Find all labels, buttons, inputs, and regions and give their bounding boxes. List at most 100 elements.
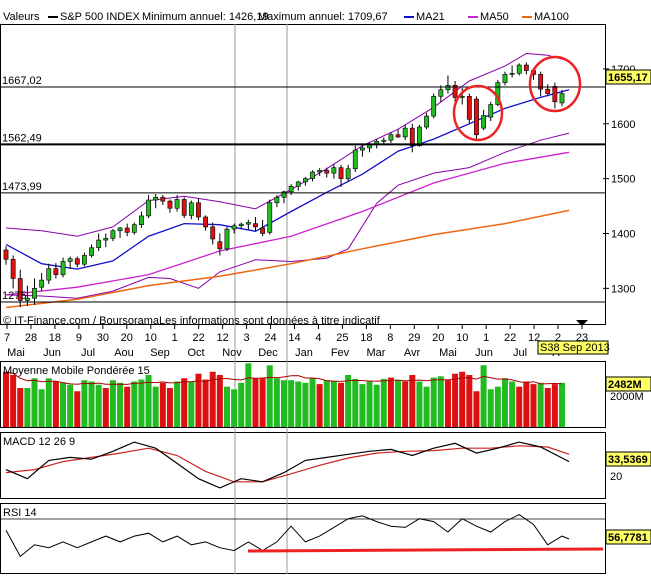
svg-text:S38 Sep 2013: S38 Sep 2013 xyxy=(540,342,610,354)
volume-bar xyxy=(544,388,551,427)
volume-bar xyxy=(409,375,416,427)
volume-bar xyxy=(452,373,459,427)
candle xyxy=(360,145,365,157)
scroll-down-icon[interactable] xyxy=(576,320,588,326)
candle xyxy=(124,223,130,237)
volume-wma-line xyxy=(5,371,563,385)
candle xyxy=(203,215,208,231)
volume-bar xyxy=(430,377,437,427)
candle xyxy=(153,193,159,209)
volume-bar xyxy=(402,381,409,427)
candle xyxy=(523,62,529,75)
volume-bar xyxy=(459,371,466,427)
candle xyxy=(417,124,422,147)
macd-line xyxy=(5,441,570,489)
candle xyxy=(238,222,244,230)
y-tick-label: 1600 xyxy=(611,119,635,131)
volume-bar xyxy=(95,384,102,427)
price-y-axis: 13001400150016001700 xyxy=(603,64,635,295)
macd-panel-frame xyxy=(0,432,606,499)
volume-panel-frame xyxy=(0,361,606,428)
candle xyxy=(167,199,173,213)
candle xyxy=(217,233,223,256)
rsi-badge: 56,7781 xyxy=(605,529,651,545)
x-day-label: 1 xyxy=(483,332,489,344)
rsi-panel-frame xyxy=(0,503,606,574)
volume-bar xyxy=(60,382,67,427)
time-x-axis: 7 28 18 9 30 20 10 1 22 12 3 24 14 4 25 18 8 29 20 10 1 22 12 2… xyxy=(4,325,588,359)
svg-text:2482M: 2482M xyxy=(608,379,642,391)
volume-bar xyxy=(338,382,345,427)
volume-bar xyxy=(273,378,280,427)
volume-bar xyxy=(195,373,202,427)
volume-bar xyxy=(537,382,544,427)
x-month-label: Mai xyxy=(439,347,457,359)
volume-bar xyxy=(67,384,74,427)
x-day-label: 22 xyxy=(193,332,205,344)
volume-bar xyxy=(473,391,480,427)
volume-bar xyxy=(24,388,31,427)
candle xyxy=(39,272,45,292)
candle xyxy=(67,256,73,270)
svg-text:1655,17: 1655,17 xyxy=(608,72,648,84)
volume-bar xyxy=(52,381,59,427)
volume-bar xyxy=(466,375,473,427)
volume-bar xyxy=(295,381,302,427)
volume-badge: 2482M xyxy=(605,376,651,392)
candle xyxy=(3,246,9,265)
candle xyxy=(224,226,230,252)
y-tick-label: 1400 xyxy=(611,228,635,240)
level-label: 1275 xyxy=(2,290,26,302)
volume-bar xyxy=(494,386,501,427)
volume-bar xyxy=(117,382,124,427)
x-day-label: 20 xyxy=(432,332,444,344)
candle xyxy=(324,167,330,178)
annotation-circle-pullback xyxy=(452,84,504,142)
candle xyxy=(345,164,351,182)
volume-bar xyxy=(380,378,387,427)
valeurs-label: Valeurs xyxy=(3,11,40,23)
rsi-line xyxy=(1,514,605,558)
volume-bar xyxy=(252,378,259,427)
bollinger-lower-line xyxy=(5,132,570,299)
x-day-label: 20 xyxy=(121,332,133,344)
candle xyxy=(516,63,522,76)
volume-bar xyxy=(38,389,45,427)
candle xyxy=(32,278,37,305)
candle xyxy=(452,80,458,102)
x-month-label: Oct xyxy=(187,347,204,359)
volume-bar xyxy=(316,384,323,427)
volume-bar xyxy=(181,378,188,427)
volume-bar xyxy=(309,378,316,427)
volume-bar xyxy=(530,384,537,427)
volume-bar xyxy=(281,380,287,427)
candle xyxy=(131,222,137,235)
x-day-label: 30 xyxy=(97,332,109,344)
candle xyxy=(181,197,187,219)
volume-bar xyxy=(559,382,565,427)
macd-panel-title: MACD 12 26 9 xyxy=(3,436,75,448)
rsi-panel-title: RSI 14 xyxy=(3,507,37,519)
index-name: S&P 500 INDEX xyxy=(60,11,141,23)
candle xyxy=(331,164,337,179)
candle xyxy=(210,222,216,245)
candle xyxy=(188,200,194,220)
x-day-label: 8 xyxy=(387,332,393,344)
candle xyxy=(395,129,401,139)
volume-bar xyxy=(231,389,238,427)
date-badge: S38 Sep 2013 xyxy=(537,340,610,355)
candle xyxy=(310,170,315,182)
x-day-label: 24 xyxy=(264,332,276,344)
candle xyxy=(10,255,16,289)
candle xyxy=(46,263,52,284)
volume-bar xyxy=(302,382,309,427)
x-month-label: Nov xyxy=(222,347,242,359)
level-lines: 1667,02 1562,49 1473,99 1275 xyxy=(1,75,605,303)
volume-bar xyxy=(152,386,159,427)
volume-bar xyxy=(366,381,373,427)
y-tick-label: 1500 xyxy=(611,174,635,186)
volume-bar xyxy=(387,377,394,427)
x-month-label: Dec xyxy=(258,347,278,359)
volume-bar xyxy=(373,384,380,427)
candle xyxy=(509,65,515,78)
